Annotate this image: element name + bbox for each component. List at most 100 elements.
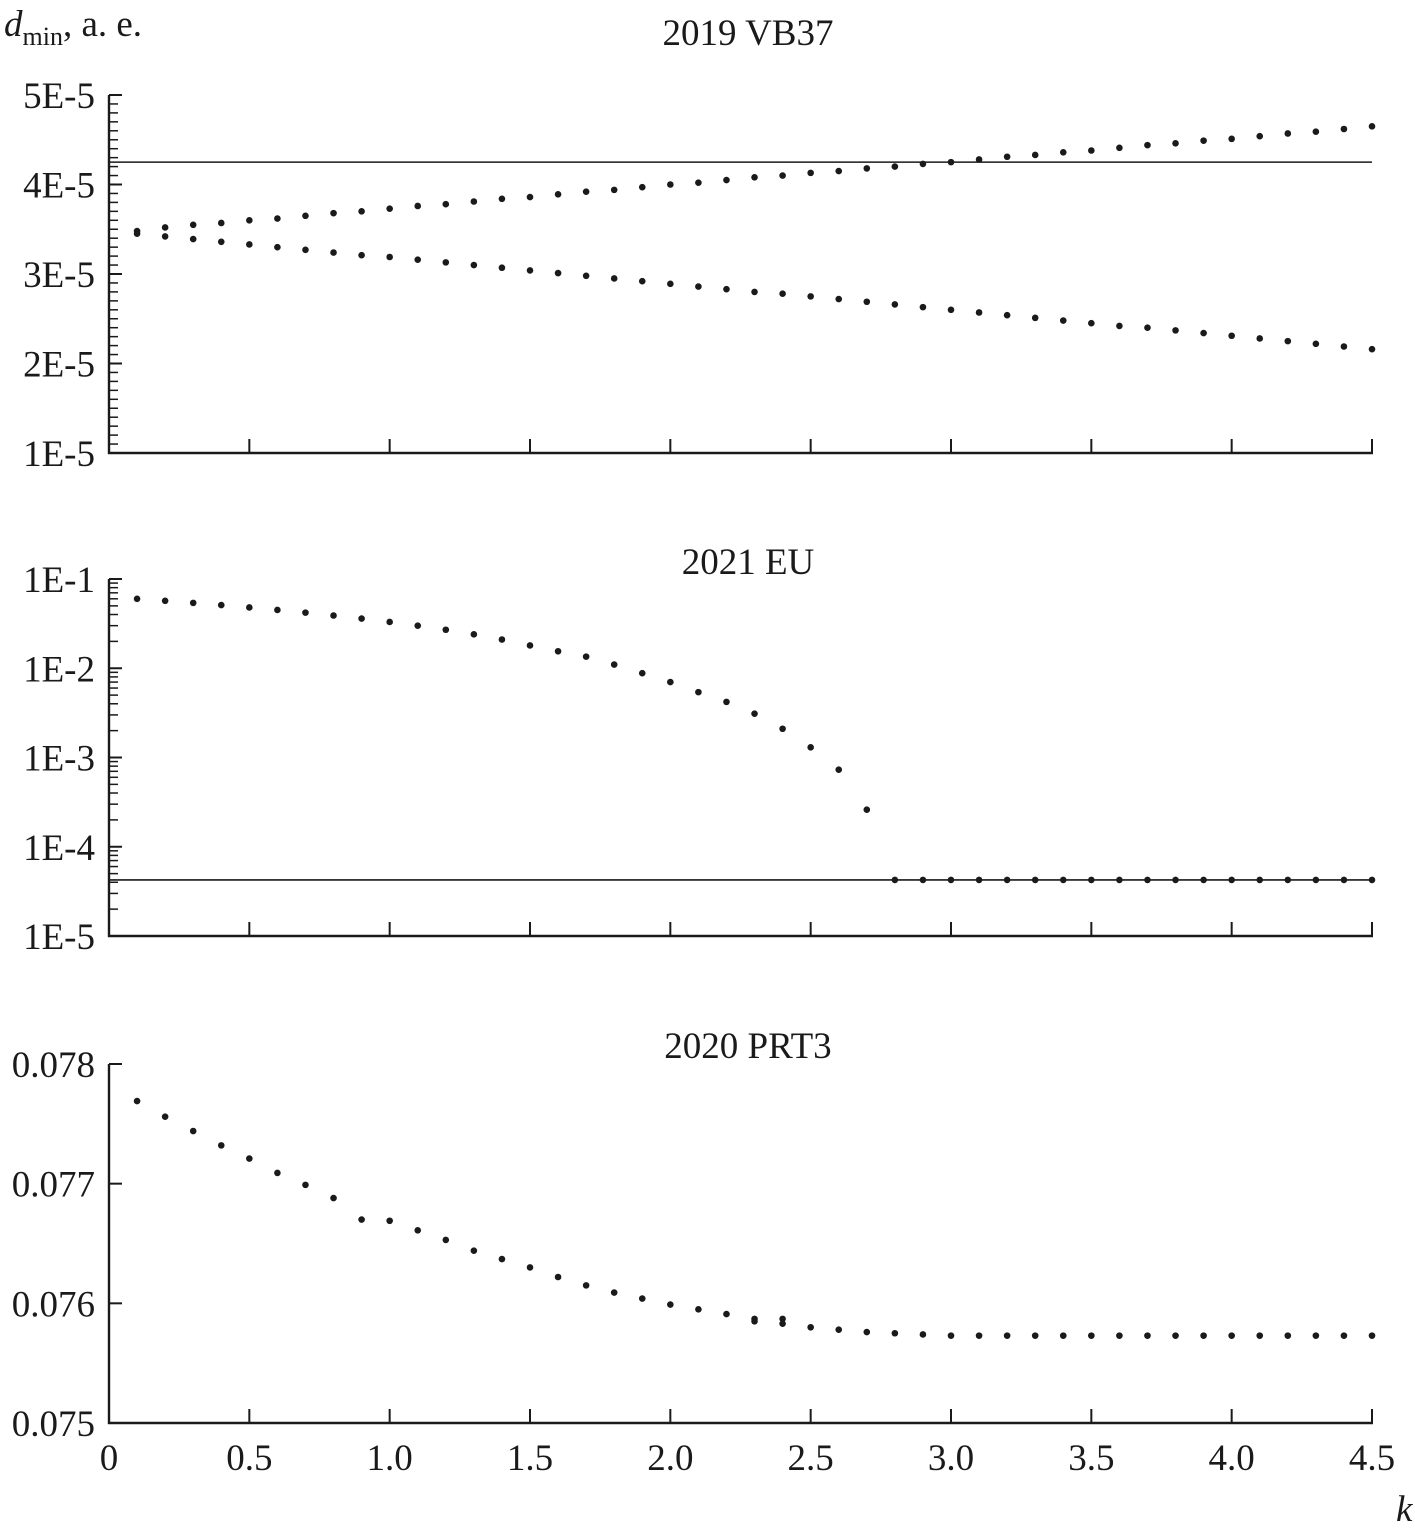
- data-point: [246, 1155, 253, 1162]
- y-tick-label: 1E-1: [23, 560, 95, 601]
- data-point: [1256, 132, 1264, 140]
- data-point: [161, 597, 169, 605]
- data-point: [442, 200, 450, 208]
- data-point: [1284, 1332, 1292, 1339]
- chart-title: 2019 VB37: [663, 13, 834, 54]
- data-point: [1340, 343, 1348, 350]
- data-point: [554, 191, 562, 198]
- data-point: [217, 238, 225, 246]
- data-point: [526, 193, 534, 201]
- data-point: [667, 181, 674, 188]
- data-point: [723, 176, 730, 184]
- data-point: [582, 188, 590, 195]
- data-point: [1228, 876, 1235, 884]
- data-point: [919, 160, 927, 168]
- data-point: [1116, 876, 1123, 884]
- data-point: [919, 1331, 927, 1338]
- x-tick-label: 2.5: [788, 1438, 834, 1479]
- data-point: [779, 172, 786, 179]
- chart-panel: 2020 PRT3 0 0.5 1.0 1.5 2.0 2.5 3.0 3.5 4.0 4.5 0.0…: [12, 1026, 1395, 1479]
- data-point: [1144, 324, 1151, 332]
- data-series: [133, 595, 1376, 884]
- data-point: [1284, 337, 1292, 345]
- data-point: [189, 599, 197, 607]
- data-point: [975, 156, 983, 163]
- data-point: [189, 235, 197, 243]
- data-point: [1228, 135, 1235, 143]
- data-point: [554, 647, 562, 655]
- data-point: [863, 298, 871, 306]
- data-point: [1172, 327, 1179, 334]
- data-point: [947, 158, 955, 166]
- data-point: [695, 1306, 702, 1313]
- data-point: [386, 618, 393, 626]
- data-point: [302, 212, 309, 220]
- x-tick-label: 4.0: [1209, 1438, 1255, 1479]
- data-point: [1116, 1332, 1123, 1339]
- data-point: [330, 209, 337, 217]
- data-point: [863, 1328, 871, 1336]
- data-point: [246, 217, 253, 224]
- data-point: [274, 1169, 281, 1177]
- data-point: [1284, 876, 1292, 884]
- y-tick-label: 1E-3: [23, 739, 95, 780]
- y-tick-label: 0.076: [12, 1284, 95, 1325]
- data-point: [779, 290, 786, 297]
- data-point: [1059, 1332, 1067, 1339]
- chart-title: 2021 EU: [682, 542, 815, 583]
- data-point: [610, 275, 618, 282]
- data-point: [1228, 1332, 1235, 1339]
- y-tick-label: 1E-2: [23, 649, 95, 690]
- data-point: [1340, 1332, 1348, 1339]
- data-point: [1312, 1332, 1320, 1339]
- data-point: [133, 1097, 141, 1105]
- data-point: [189, 221, 197, 229]
- data-point: [582, 653, 590, 660]
- x-axis-label: k: [1396, 1489, 1413, 1530]
- data-point: [947, 876, 955, 884]
- data-point: [835, 167, 843, 175]
- data-point: [386, 253, 393, 261]
- data-point: [1116, 144, 1123, 152]
- data-point: [414, 256, 422, 263]
- data-point: [1144, 876, 1151, 884]
- data-point: [638, 1295, 646, 1302]
- data-point: [1284, 130, 1292, 137]
- data-point: [610, 186, 618, 194]
- data-point: [1172, 876, 1179, 884]
- data-point: [807, 1323, 814, 1331]
- data-point: [1003, 153, 1011, 161]
- data-point: [302, 1181, 309, 1189]
- x-tick-label: 2.0: [647, 1438, 693, 1479]
- data-point: [498, 636, 506, 643]
- data-point: [330, 249, 337, 256]
- data-point: [1172, 140, 1179, 147]
- data-point: [386, 205, 393, 212]
- x-tick-label: 4.5: [1349, 1438, 1395, 1479]
- chart-panel: 2019 VB37 5E-5 4E-5 3E-5 2E-5 1E-5: [23, 13, 1376, 475]
- x-tick-label: 0.5: [226, 1438, 272, 1479]
- data-point: [1088, 1332, 1095, 1339]
- data-point: [498, 1255, 506, 1263]
- y-tick-label: 3E-5: [23, 255, 95, 296]
- data-point: [835, 295, 843, 303]
- data-point: [1200, 876, 1207, 884]
- data-point: [947, 306, 955, 314]
- data-point: [723, 1310, 730, 1318]
- data-point: [947, 1332, 955, 1339]
- data-point: [526, 1264, 534, 1271]
- data-point: [1256, 1332, 1264, 1339]
- data-point: [1116, 322, 1123, 330]
- data-point: [526, 642, 534, 649]
- data-point: [498, 264, 506, 272]
- x-tick-label: 3.5: [1068, 1438, 1114, 1479]
- y-axis-label: dmin, а. е.: [4, 4, 142, 51]
- x-tick-label: 3.0: [928, 1438, 974, 1479]
- y-tick-label: 4E-5: [23, 166, 95, 207]
- data-point: [498, 195, 506, 203]
- data-point: [1312, 340, 1320, 348]
- data-point: [133, 230, 141, 238]
- data-point: [1088, 876, 1095, 884]
- y-tick-label: 1E-4: [23, 828, 95, 869]
- data-point: [1368, 876, 1376, 884]
